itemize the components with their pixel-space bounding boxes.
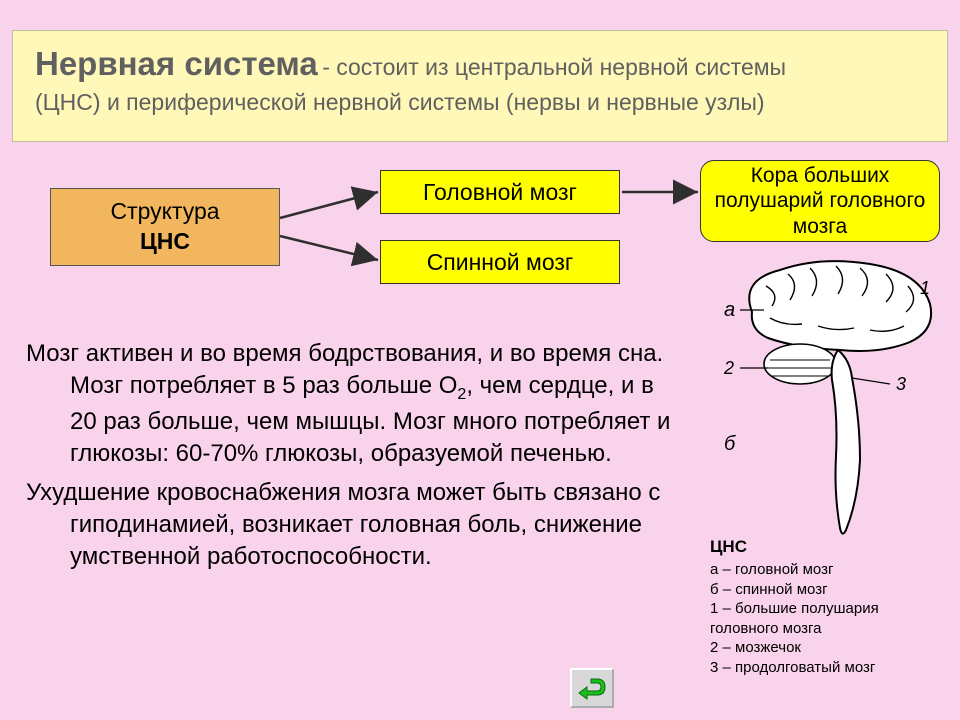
node-structure-line1: Структура xyxy=(51,197,279,227)
arrow-1 xyxy=(280,192,378,218)
legend-item: а – головной мозг xyxy=(710,560,950,580)
brain-illustration: 1 а 2 3 б xyxy=(710,250,950,540)
legend-item: б – спинной мозг xyxy=(710,580,950,600)
legend-item: 2 – мозжечок xyxy=(710,638,950,658)
legend-item: 3 – продолговатый мозг xyxy=(710,658,950,678)
legend-item: 1 – большие полушария головного мозга xyxy=(710,599,950,638)
paragraph-1: Мозг активен и во время бодрствования, и… xyxy=(26,338,686,471)
u-turn-icon xyxy=(577,675,607,701)
illus-label-1: 1 xyxy=(920,278,930,298)
body-text: Мозг активен и во время бодрствования, и… xyxy=(26,338,686,580)
back-button[interactable] xyxy=(570,668,614,708)
arrow-2 xyxy=(280,236,378,260)
page-title: Нервная система xyxy=(35,45,318,82)
illus-label-b: б xyxy=(724,433,736,455)
illus-label-a: а xyxy=(724,299,735,321)
node-structure-line2: ЦНС xyxy=(51,227,279,257)
header-panel: Нервная система - состоит из центральной… xyxy=(12,30,948,142)
legend-title: ЦНС xyxy=(710,536,950,558)
page-subtitle-2: (ЦНС) и периферической нервной системы (… xyxy=(35,89,925,116)
illus-label-3: 3 xyxy=(896,374,906,394)
page-subtitle-1: - состоит из центральной нервной системы xyxy=(322,54,786,80)
illustration-legend: ЦНС а – головной мозг б – спинной мозг 1… xyxy=(710,536,950,677)
node-spinal-cord: Спинной мозг xyxy=(380,240,620,284)
node-brain: Головной мозг xyxy=(380,170,620,214)
node-structure-cns: Структура ЦНС xyxy=(50,188,280,266)
node-cerebral-cortex: Кора больших полушарий головного мозга xyxy=(700,160,940,242)
paragraph-2: Ухудшение кровоснабжения мозга может быт… xyxy=(26,477,686,574)
illus-label-2: 2 xyxy=(723,358,734,378)
